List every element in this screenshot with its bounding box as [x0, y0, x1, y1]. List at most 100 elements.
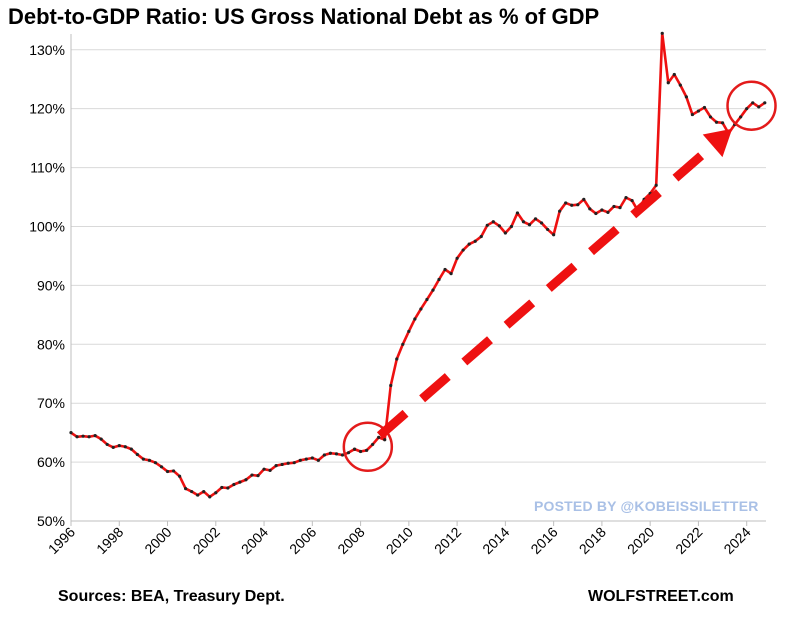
data-point: [340, 453, 345, 457]
data-point: [346, 451, 351, 455]
site-credit: WOLFSTREET.com: [588, 588, 734, 605]
x-tick-label: 2006: [286, 524, 319, 557]
data-point: [419, 307, 423, 311]
data-point: [123, 445, 127, 449]
data-point: [238, 480, 242, 484]
trend-arrow-head: [702, 128, 733, 158]
y-tick-label: 60%: [37, 454, 65, 470]
data-point: [654, 183, 658, 187]
data-point: [473, 239, 477, 243]
x-tick-label: 2020: [624, 524, 657, 557]
data-point: [425, 297, 429, 302]
data-point: [714, 120, 719, 124]
data-point: [564, 201, 568, 205]
data-point: [745, 107, 749, 111]
data-point: [262, 467, 266, 471]
data-point: [352, 447, 357, 451]
data-point: [383, 438, 387, 442]
data-point: [618, 206, 622, 210]
data-point: [310, 456, 314, 460]
data-point: [672, 72, 676, 77]
data-point: [684, 95, 688, 99]
data-point: [395, 357, 399, 361]
data-point: [588, 207, 592, 211]
data-point: [171, 469, 176, 473]
series-line: [70, 31, 766, 499]
data-point: [129, 447, 133, 451]
data-point: [606, 210, 610, 214]
data-point: [678, 83, 682, 87]
data-point: [666, 81, 670, 85]
data-point: [99, 437, 103, 441]
data-point: [515, 211, 520, 215]
data-point: [165, 469, 170, 474]
data-point: [135, 452, 139, 457]
data-point: [304, 457, 308, 461]
data-point: [371, 442, 375, 447]
grid-layer: [71, 49, 766, 463]
data-point: [250, 473, 254, 477]
x-tick-label: 2022: [672, 524, 705, 557]
data-point: [111, 445, 115, 449]
data-point: [202, 489, 206, 494]
annotation-layer: [342, 80, 777, 473]
data-point: [449, 272, 453, 276]
data-point: [141, 457, 145, 461]
data-point: [757, 105, 761, 109]
data-point: [443, 267, 447, 272]
data-point: [521, 220, 526, 224]
x-tick-label: 2000: [141, 524, 174, 557]
x-tick-label: 2012: [431, 524, 464, 557]
x-tick-label: 2018: [576, 524, 609, 557]
data-point: [196, 493, 200, 497]
data-point: [268, 468, 272, 472]
data-point: [69, 431, 73, 435]
data-point: [117, 444, 121, 448]
x-tick-label: 1998: [93, 524, 126, 557]
data-point: [389, 383, 393, 388]
data-point: [365, 448, 369, 452]
data-point: [190, 489, 194, 494]
y-tick-label: 90%: [37, 277, 65, 293]
x-tick-label: 2016: [527, 524, 560, 557]
data-point: [280, 462, 284, 467]
data-point: [358, 449, 363, 454]
data-point: [533, 217, 538, 221]
x-tick-label: 2014: [479, 524, 512, 557]
data-point: [214, 491, 218, 495]
y-tick-label: 110%: [30, 160, 65, 176]
data-point: [546, 227, 550, 232]
x-tick-label: 2004: [238, 524, 271, 557]
data-point: [401, 342, 405, 346]
data-point: [75, 435, 79, 439]
data-point: [630, 198, 634, 203]
highlight-circle: [342, 421, 394, 473]
data-point: [298, 458, 302, 462]
data-point: [147, 458, 152, 462]
data-point: [455, 256, 459, 260]
data-point: [274, 464, 278, 468]
data-point: [467, 242, 471, 246]
data-point: [105, 442, 109, 447]
y-tick-label: 100%: [29, 218, 65, 234]
data-point: [232, 482, 236, 487]
data-point: [407, 329, 411, 333]
data-point: [509, 224, 514, 229]
data-point: [81, 434, 85, 438]
data-point: [702, 105, 707, 110]
data-point: [292, 461, 296, 465]
data-point: [594, 211, 598, 216]
data-point: [503, 231, 507, 235]
data-point: [316, 458, 320, 462]
highlight-circle: [726, 80, 777, 131]
data-point: [322, 453, 326, 457]
data-point: [739, 115, 743, 119]
data-point: [159, 465, 164, 469]
data-point: [461, 248, 465, 252]
x-tick-label: 2010: [383, 524, 416, 557]
data-point: [624, 196, 628, 200]
data-point: [328, 451, 333, 455]
data-point: [570, 203, 574, 207]
y-tick-label: 50%: [37, 513, 65, 529]
